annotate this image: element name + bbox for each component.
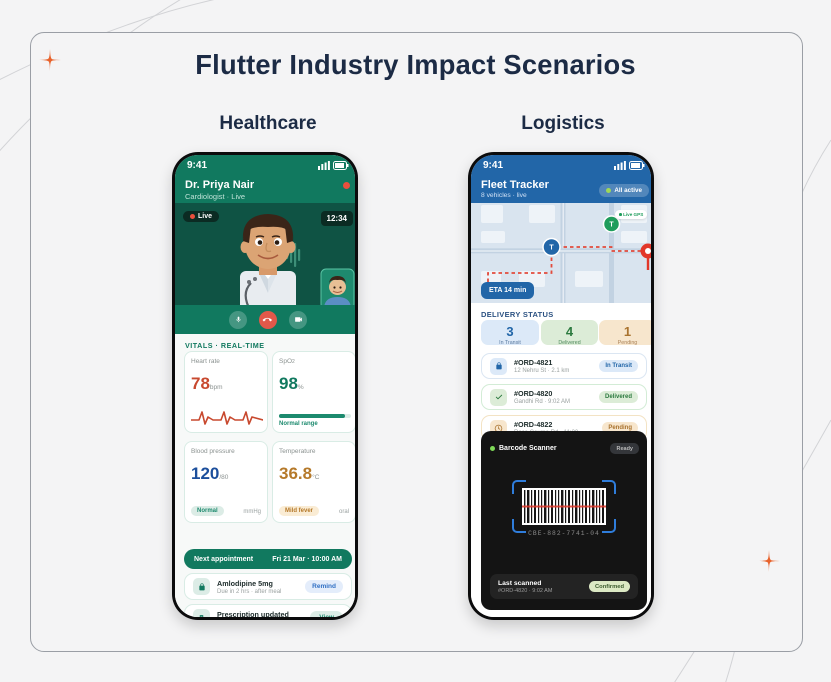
svg-text:T: T (549, 245, 554, 252)
svg-text:T: T (609, 222, 614, 229)
